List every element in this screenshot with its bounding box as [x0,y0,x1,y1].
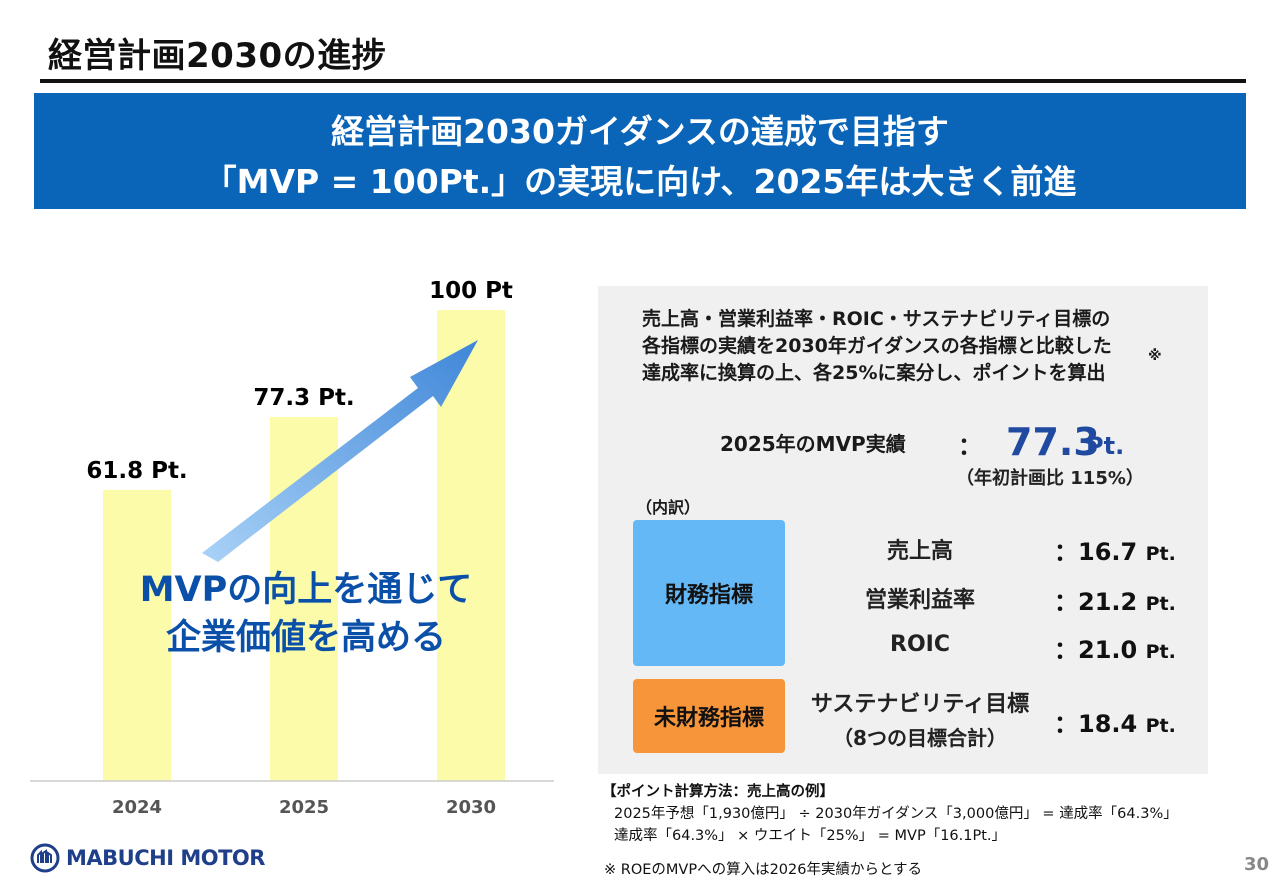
metric-value-sales-number: ：16.7 [1054,538,1138,566]
banner-line-1: 経営計画2030ガイダンスの達成で目指す [331,112,949,151]
metric-value-operating-margin: ：21.2 Pt. [1054,582,1176,617]
calculation-notes: 【ポイント計算方法：売上高の例】 2025年予想「1,930億円」 ÷ 2030… [602,781,1178,847]
metric-value-sales: ：16.7 Pt. [1054,532,1176,567]
panel-description: 売上高・営業利益率・ROIC・サステナビリティ目標の 各指標の実績を2030年ガ… [642,306,1182,387]
calc-notes-title: 【ポイント計算方法：売上高の例】 [602,784,834,800]
page-title: 経営計画2030の進捗 [48,36,387,76]
banner-line-2: 「MVP = 100Pt.」の実現に向け、2025年は大きく前進 [203,162,1077,201]
metric-name-sustainability: サステナビリティ目標 [810,692,1030,717]
roe-footnote: ※ ROEのMVPへの算入は2026年実績からとする [604,862,923,878]
chart-caption-line-1: MVPの向上を通じて [139,570,473,610]
page-number: 30 [1244,854,1270,875]
panel-desc-line-2: 各指標の実績を2030年ガイダンスの各指標と比較した [642,335,1112,357]
x-tick-2025: 2025 [279,797,329,818]
x-tick-2024: 2024 [112,797,162,818]
bar-value-label-2025: 77.3 Pt. [253,385,354,411]
panel-desc-line-3: 達成率に換算の上、各25%に案分し、ポイントを算出 [642,362,1106,384]
footnote-mark: ※ [1148,348,1162,364]
mvp-result-unit: Pt. [1086,432,1125,460]
breakdown-label: （内訳） [636,498,701,517]
panel-desc-line-1: 売上高・営業利益率・ROIC・サステナビリティ目標の [642,308,1111,330]
metric-name-sales: 売上高 [886,539,953,564]
mvp-bar-chart: 61.8 Pt. 2024 77.3 Pt. 2025 100 Pt 2030 [30,278,554,818]
title-divider [40,79,1246,83]
x-tick-2030: 2030 [446,797,496,818]
growth-arrow [202,340,478,562]
metric-value-roic-unit: Pt. [1145,641,1176,663]
chart-caption: MVPの向上を通じて 企業価値を高める [96,566,516,662]
mvp-result-value: 77.3 [1006,420,1100,464]
mabuchi-logo-icon [30,843,60,873]
metric-name-operating-margin: 営業利益率 [864,588,975,613]
nonfinancial-metrics-box: 未財務指標 [633,679,785,753]
chart-caption-line-2: 企業価値を高める [165,618,446,658]
metric-value-sales-unit: Pt. [1145,543,1176,565]
metric-value-sustainability-unit: Pt. [1145,715,1176,737]
mvp-plan-ratio: （年初計画比 115%） [956,468,1144,489]
logo-text: MABUCHI MOTOR [66,846,265,870]
company-logo: MABUCHI MOTOR [30,843,265,873]
mvp-colon: ： [958,432,982,460]
metric-value-roic: ：21.0 Pt. [1054,630,1176,665]
metric-name-sustainability-sub: （8つの目標合計） [833,726,1007,750]
metric-value-operating-margin-number: ：21.2 [1054,588,1138,616]
metric-value-operating-margin-unit: Pt. [1145,593,1176,615]
metric-value-sustainability: ：18.4 Pt. [1054,704,1176,739]
calc-notes-line-1: 2025年予想「1,930億円」 ÷ 2030年ガイダンス「3,000億円」 =… [614,806,1178,822]
calc-notes-line-2: 達成率「64.3%」 × ウエイト「25%」 = MVP「16.1Pt.」 [614,828,1007,844]
bar-2024 [103,489,171,781]
bar-value-label-2024: 61.8 Pt. [86,458,187,484]
mvp-result-label: 2025年のMVP実績 [720,432,906,456]
headline-banner: 経営計画2030ガイダンスの達成で目指す 「MVP = 100Pt.」の実現に向… [34,93,1246,209]
financial-metrics-box: 財務指標 [633,520,785,666]
metric-name-roic: ROIC [890,632,950,657]
bar-value-label-2030: 100 Pt [429,278,513,304]
metric-value-sustainability-number: ：18.4 [1054,710,1138,738]
metric-value-roic-number: ：21.0 [1054,636,1138,664]
